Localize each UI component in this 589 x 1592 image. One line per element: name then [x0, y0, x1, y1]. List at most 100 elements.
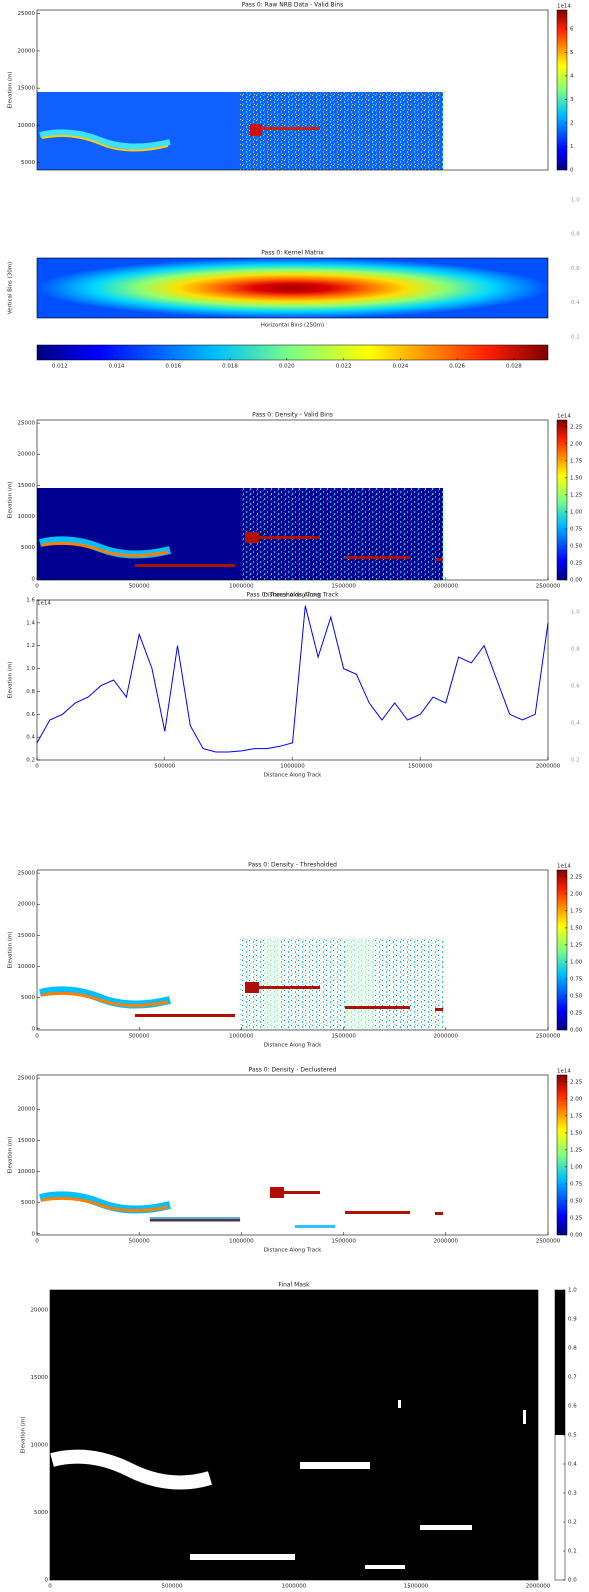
y-tick-label: 0: [32, 1231, 36, 1237]
panel-title: Pass 0: Density - Thresholded: [248, 862, 337, 869]
y-tick-label: 0.4: [26, 735, 35, 741]
x-tick-label: 0: [48, 1584, 52, 1590]
y-tick-label: 0.6: [26, 712, 35, 718]
y-tick-label: 1.0: [26, 666, 35, 672]
side-tick-label: 0.4: [571, 300, 580, 306]
colorbar-tick-label: 0.75: [570, 1181, 583, 1187]
y-axis-label: Vertical Bins (30m): [8, 262, 14, 314]
colorbar-tick-label: 1.00: [570, 959, 583, 965]
colorbar-tick-label: 0.4: [568, 1462, 577, 1468]
x-tick-label: 2500000: [536, 1239, 561, 1245]
x-tick-label: 1000000: [229, 584, 254, 590]
y-tick-label: 0.8: [26, 689, 35, 695]
x-tick-label: 0: [35, 1034, 39, 1040]
colorbar-tick-label: 0.0: [568, 1578, 577, 1584]
colorbar-tick-label: 0.7: [568, 1375, 577, 1381]
x-axis-label: Distance Along Track: [264, 773, 322, 779]
y-tick-label: 20000: [31, 1308, 49, 1314]
colorbar-tick-label: 0.022: [336, 364, 352, 370]
y-tick-label: 1.2: [26, 643, 35, 649]
colorbar-tick-label: 0.00: [570, 1028, 583, 1034]
x-tick-label: 500000: [129, 584, 150, 590]
colorbar-tick-label: 1.25: [570, 942, 583, 948]
colorbar-tick-label: 2.25: [570, 1079, 583, 1085]
colorbar-tick-label: 2.00: [570, 891, 583, 897]
colorbar-tick-label: 0.016: [165, 364, 181, 370]
x-tick-label: 0: [35, 764, 39, 770]
colorbar-tick-label: 1.00: [570, 509, 583, 515]
plot-frame: [36, 1074, 549, 1236]
y-tick-label: 0.2: [26, 758, 35, 764]
x-tick-label: 1500000: [331, 584, 356, 590]
colorbar-tick-label: 1.50: [570, 925, 583, 931]
offset-text: 1e14: [37, 601, 51, 607]
x-tick-label: 2000000: [434, 1034, 459, 1040]
colorbar-tick-label: 0.028: [506, 364, 522, 370]
y-tick-label: 5000: [21, 160, 35, 166]
x-tick-label: 1000000: [229, 1034, 254, 1040]
colorbar-tick-label: 0.25: [570, 1010, 583, 1016]
colorbar-tick-label: 1.75: [570, 458, 583, 464]
colorbar-tick-label: 0.75: [570, 526, 583, 532]
colorbar-tick-label: 0.6: [568, 1404, 577, 1410]
colorbar-tick-label: 0.9: [568, 1317, 577, 1323]
y-tick-label: 1.6: [26, 598, 35, 604]
x-tick-label: 2500000: [536, 1034, 561, 1040]
x-axis-label: Horizontal Bins (250m): [261, 323, 324, 329]
x-tick-label: 500000: [162, 1584, 183, 1590]
colorbar-tick-label: 0.50: [570, 1198, 583, 1204]
colorbar-tick-label: 1.50: [570, 475, 583, 481]
x-tick-label: 1000000: [229, 1239, 254, 1245]
side-tick-label: 0.6: [571, 266, 580, 272]
y-axis-label: Elevation (m): [8, 1137, 14, 1174]
y-tick-label: 15000: [31, 1375, 49, 1381]
x-tick-label: 1000000: [282, 1584, 307, 1590]
x-axis-label: Distance Along Track: [264, 1043, 322, 1049]
plot-frame: [36, 869, 549, 1031]
y-tick-label: 20000: [18, 902, 36, 908]
y-tick-label: 25000: [18, 421, 36, 427]
x-tick-label: 1500000: [331, 1034, 356, 1040]
panel-title: Final Mask: [278, 1282, 310, 1289]
y-axis-label: Elevation (m): [8, 662, 14, 699]
y-tick-label: 0: [32, 1026, 36, 1032]
x-tick-label: 500000: [154, 764, 175, 770]
colorbar-tick-label: 6: [570, 26, 574, 32]
x-tick-label: 1000000: [280, 764, 305, 770]
colorbar-tick-label: 2: [570, 120, 574, 126]
colorbar-tick-label: 0.024: [393, 364, 409, 370]
colorbar-tick-label: 4: [570, 73, 574, 79]
panel-title: Pass 0: Kernel Matrix: [261, 250, 324, 257]
colorbar-tick-label: 1.50: [570, 1130, 583, 1136]
panel-title: Pass 0: Density - Valid Bins: [252, 412, 333, 419]
colorbar-tick-label: 3: [570, 97, 574, 103]
colorbar-tick-label: 5: [570, 50, 574, 56]
colorbar-tick-label: 1.25: [570, 1147, 583, 1153]
colorbar-tick-label: 2.25: [570, 874, 583, 880]
y-tick-label: 5000: [21, 545, 35, 551]
density-valid-image: [37, 488, 443, 580]
y-tick-label: 20000: [18, 1107, 36, 1113]
y-tick-label: 20000: [18, 48, 36, 54]
colorbar: [556, 9, 568, 171]
side-tick-label: 0.8: [571, 232, 580, 238]
colorbar: [556, 869, 568, 1031]
colorbar-tick-label: 0.2: [568, 1520, 577, 1526]
colorbar-tick-label: 0.50: [570, 993, 583, 999]
y-tick-label: 25000: [18, 871, 36, 877]
y-tick-label: 25000: [18, 11, 36, 17]
y-axis-label: Elevation (m): [8, 72, 14, 109]
y-tick-label: 5000: [34, 1510, 48, 1516]
colorbar-tick-label: 0.25: [570, 560, 583, 566]
y-tick-label: 15000: [18, 933, 36, 939]
final-mask-image: [50, 1290, 538, 1580]
side-tick-label: 0.2: [571, 758, 580, 764]
colorbar-tick-label: 0.50: [570, 543, 583, 549]
x-tick-label: 2000000: [526, 1584, 551, 1590]
x-tick-label: 2000000: [536, 764, 561, 770]
threshold-line: [36, 605, 549, 753]
y-tick-label: 5000: [21, 995, 35, 1001]
colorbar-tick-label: 2.00: [570, 1096, 583, 1102]
x-tick-label: 0: [35, 584, 39, 590]
